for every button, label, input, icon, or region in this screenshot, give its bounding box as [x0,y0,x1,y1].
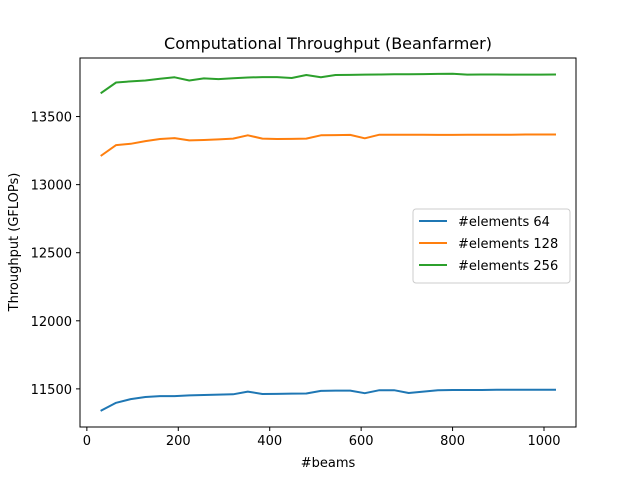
y-tick-label: 12000 [31,315,72,330]
series-line-1 [100,388,556,412]
series-layer [100,72,557,412]
legend-label-3: #elements 256 [458,259,558,274]
legend-label-1: #elements 64 [458,215,550,230]
legend-label-2: #elements 128 [458,237,558,252]
x-tick-label: 0 [83,434,91,449]
x-axis-label: #beams [301,456,356,471]
x-tick-label: 200 [166,434,191,449]
y-axis-label: Throughput (GFLOPs) [7,173,22,313]
plot-frame [79,57,577,428]
y-axis-ticks: 11500 12000 12500 13000 13500 [31,111,80,398]
legend: #elements 64 #elements 128 #elements 256 [412,208,571,284]
x-tick-label: 1000 [527,434,560,449]
chart-title: Computational Throughput (Beanfarmer) [164,34,492,53]
series-line-2 [100,133,556,157]
x-axis-ticks: 0 200 400 600 800 1000 [83,427,561,449]
y-tick-label: 11500 [31,383,72,398]
x-tick-label: 800 [440,434,465,449]
series-line-3 [100,72,557,95]
y-tick-label: 12500 [31,247,72,262]
y-tick-label: 13500 [31,111,72,126]
x-tick-label: 600 [349,434,374,449]
y-tick-label: 13000 [31,179,72,194]
x-tick-label: 400 [257,434,282,449]
legend-box [412,208,571,284]
